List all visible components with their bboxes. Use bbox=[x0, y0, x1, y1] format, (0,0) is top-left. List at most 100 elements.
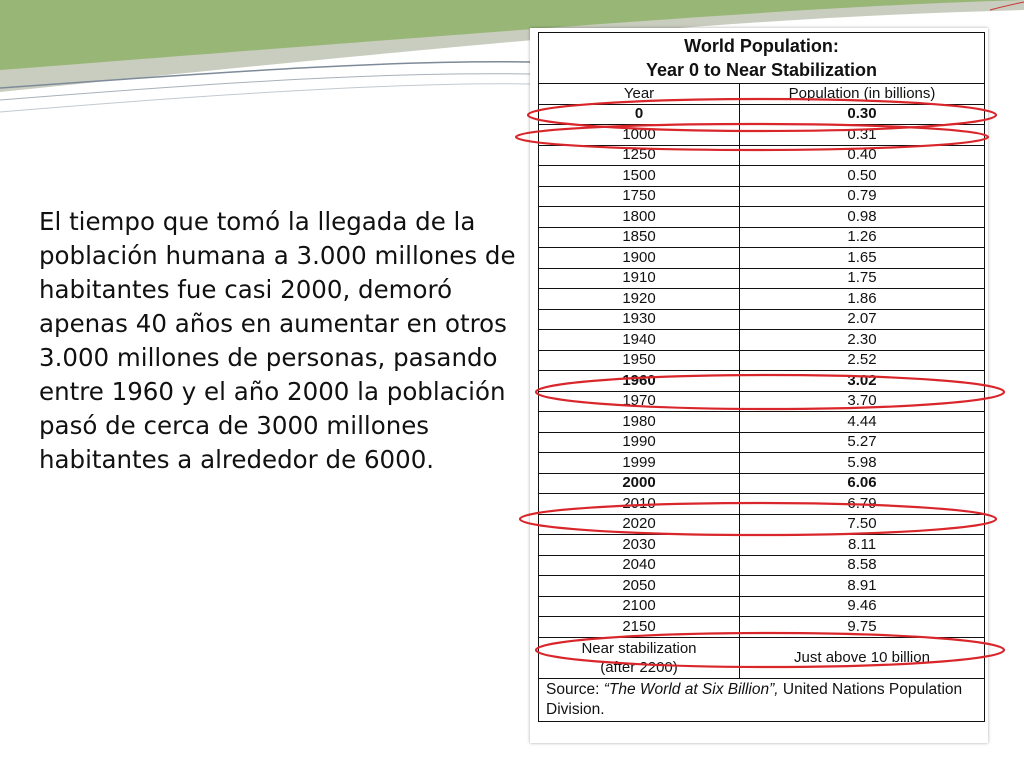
population-cell: 0.40 bbox=[739, 144, 985, 166]
year-cell: 1000 bbox=[538, 124, 740, 146]
table-row: 1950 2.52 bbox=[538, 349, 985, 371]
population-cell: 4.44 bbox=[739, 411, 985, 433]
population-cell: 0.79 bbox=[739, 185, 985, 207]
population-cell: 5.27 bbox=[739, 431, 985, 453]
year-cell: 1850 bbox=[538, 226, 740, 248]
population-cell: 2.30 bbox=[739, 329, 985, 351]
year-cell: 1970 bbox=[538, 390, 740, 412]
header-population: Population (in billions) bbox=[739, 83, 985, 105]
year-cell: 1500 bbox=[538, 165, 740, 187]
population-cell: 6.79 bbox=[739, 493, 985, 515]
year-cell: 1990 bbox=[538, 431, 740, 453]
year-cell: 2020 bbox=[538, 513, 740, 535]
year-cell: 2010 bbox=[538, 493, 740, 515]
year-cell: 1800 bbox=[538, 206, 740, 228]
table-row: 1970 3.70 bbox=[538, 390, 985, 412]
table-row-near-stabilization: Near stabilization (after 2200) Just abo… bbox=[538, 636, 985, 679]
population-table-card: World Population: Year 0 to Near Stabili… bbox=[530, 28, 988, 743]
table-row: 2030 8.11 bbox=[538, 534, 985, 556]
table-row: 1940 2.30 bbox=[538, 329, 985, 351]
table-row: 1999 5.98 bbox=[538, 452, 985, 474]
year-cell: 2150 bbox=[538, 616, 740, 638]
table-row: 2010 6.79 bbox=[538, 493, 985, 515]
year-cell: 2100 bbox=[538, 595, 740, 617]
population-cell: 9.46 bbox=[739, 595, 985, 617]
year-cell: 1960 bbox=[538, 370, 740, 392]
table-row: 2000 6.06 bbox=[538, 472, 985, 494]
year-cell: 1900 bbox=[538, 247, 740, 269]
year-cell: 1920 bbox=[538, 288, 740, 310]
population-cell: 1.65 bbox=[739, 247, 985, 269]
year-cell: 1930 bbox=[538, 308, 740, 330]
population-cell: 9.75 bbox=[739, 616, 985, 638]
table-row: 1850 1.26 bbox=[538, 226, 985, 248]
population-cell: 1.26 bbox=[739, 226, 985, 248]
world-population-table: World Population: Year 0 to Near Stabili… bbox=[538, 32, 985, 722]
population-cell: 0.50 bbox=[739, 165, 985, 187]
table-row: 1800 0.98 bbox=[538, 206, 985, 228]
table-row: 1930 2.07 bbox=[538, 308, 985, 330]
header-year: Year bbox=[538, 83, 740, 105]
population-cell: 2.52 bbox=[739, 349, 985, 371]
table-row: 1980 4.44 bbox=[538, 411, 985, 433]
table-row: 1990 5.27 bbox=[538, 431, 985, 453]
source-org: United Nations Population Division. bbox=[546, 680, 963, 718]
source-label: Source: bbox=[546, 680, 600, 698]
slide-decoration bbox=[0, 0, 1024, 113]
year-cell: 2000 bbox=[538, 472, 740, 494]
table-row: 1000 0.31 bbox=[538, 124, 985, 146]
table-source-row: Source: “The World at Six Billion”, Unit… bbox=[538, 677, 985, 722]
population-cell: 6.06 bbox=[739, 472, 985, 494]
table-row: 1960 3.02 bbox=[538, 370, 985, 392]
table-row: 1250 0.40 bbox=[538, 144, 985, 166]
table-body: 0 0.30 1000 0.31 1250 0.40 1500 0.50 1750 0.79 180… bbox=[538, 103, 985, 638]
year-cell: 1910 bbox=[538, 267, 740, 289]
population-cell: 3.70 bbox=[739, 390, 985, 412]
table-row: 0 0.30 bbox=[538, 103, 985, 125]
table-row: 2020 7.50 bbox=[538, 513, 985, 535]
table-row: 1910 1.75 bbox=[538, 267, 985, 289]
table-header-row: Year Population (in billions) bbox=[538, 83, 985, 105]
table-title: World Population: Year 0 to Near Stabili… bbox=[538, 32, 985, 84]
population-cell: 3.02 bbox=[739, 370, 985, 392]
table-row: 2050 8.91 bbox=[538, 575, 985, 597]
source-cell: Source: “The World at Six Billion”, Unit… bbox=[538, 677, 985, 722]
near-pop-cell: Just above 10 billion bbox=[739, 636, 985, 679]
table-title-line2: Year 0 to Near Stabilization bbox=[645, 60, 878, 80]
year-cell: 1250 bbox=[538, 144, 740, 166]
table-title-row: World Population: Year 0 to Near Stabili… bbox=[538, 32, 985, 84]
year-cell: 2050 bbox=[538, 575, 740, 597]
population-cell: 1.75 bbox=[739, 267, 985, 289]
body-paragraph: El tiempo que tomó la llegada de la pobl… bbox=[39, 207, 516, 474]
table-row: 1500 0.50 bbox=[538, 165, 985, 187]
population-cell: 2.07 bbox=[739, 308, 985, 330]
population-cell: 0.98 bbox=[739, 206, 985, 228]
table-row: 2100 9.46 bbox=[538, 595, 985, 617]
source-title: “The World at Six Billion”, bbox=[603, 680, 779, 698]
population-cell: 8.91 bbox=[739, 575, 985, 597]
population-cell: 1.86 bbox=[739, 288, 985, 310]
year-cell: 1940 bbox=[538, 329, 740, 351]
table-row: 1920 1.86 bbox=[538, 288, 985, 310]
population-cell: 0.30 bbox=[739, 103, 985, 125]
near-year-cell: Near stabilization (after 2200) bbox=[538, 636, 740, 679]
year-cell: 2040 bbox=[538, 554, 740, 576]
year-cell: 2030 bbox=[538, 534, 740, 556]
population-cell: 5.98 bbox=[739, 452, 985, 474]
table-title-line1: World Population: bbox=[684, 36, 839, 56]
year-cell: 0 bbox=[538, 103, 740, 125]
near-year-line1: Near stabilization bbox=[581, 639, 697, 657]
year-cell: 1980 bbox=[538, 411, 740, 433]
year-cell: 1750 bbox=[538, 185, 740, 207]
population-cell: 8.58 bbox=[739, 554, 985, 576]
population-cell: 0.31 bbox=[739, 124, 985, 146]
table-row: 1750 0.79 bbox=[538, 185, 985, 207]
near-year-line2: (after 2200) bbox=[600, 658, 678, 676]
table-row: 2040 8.58 bbox=[538, 554, 985, 576]
year-cell: 1999 bbox=[538, 452, 740, 474]
table-row: 2150 9.75 bbox=[538, 616, 985, 638]
population-cell: 8.11 bbox=[739, 534, 985, 556]
table-row: 1900 1.65 bbox=[538, 247, 985, 269]
year-cell: 1950 bbox=[538, 349, 740, 371]
population-cell: 7.50 bbox=[739, 513, 985, 535]
